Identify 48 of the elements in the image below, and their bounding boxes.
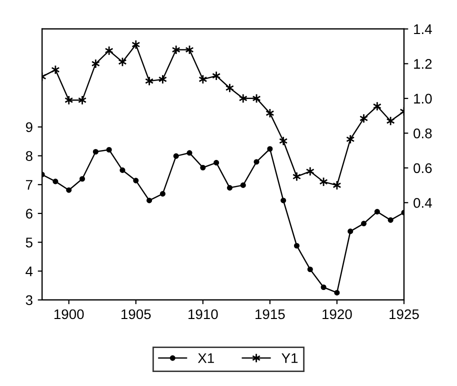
point	[200, 164, 206, 170]
point	[307, 266, 313, 272]
point	[294, 242, 300, 249]
point	[79, 176, 86, 182]
point	[106, 146, 112, 153]
point	[348, 228, 354, 234]
point	[226, 185, 232, 191]
point	[120, 167, 126, 173]
x-tick-label: 1925	[390, 309, 419, 320]
point	[186, 150, 192, 156]
y2-tick-label: 1.4	[414, 24, 432, 34]
point	[173, 153, 179, 159]
y-tick-label: 9	[26, 122, 32, 132]
y2-tick-label: 0.6	[414, 163, 432, 174]
point	[280, 198, 286, 204]
point	[240, 182, 246, 188]
point	[320, 284, 326, 290]
point	[374, 208, 380, 214]
point	[388, 217, 394, 223]
point	[172, 44, 180, 55]
point	[133, 178, 139, 184]
y-tick-label: 8	[26, 151, 32, 161]
point	[52, 178, 58, 184]
x-tick-label: 1910	[188, 309, 218, 320]
y-tick-label: 4	[26, 266, 33, 276]
y2-tick-label: 0.8	[414, 128, 432, 138]
x-tick-label: 1900	[54, 309, 84, 320]
y2-tick-label: 0.4	[414, 198, 432, 208]
point	[160, 191, 166, 197]
point	[66, 187, 72, 193]
point	[360, 220, 367, 226]
point	[92, 148, 98, 155]
legend-label: Y1	[282, 353, 298, 363]
y-tick-label: 7	[26, 180, 32, 190]
x-tick-label: 1905	[121, 309, 151, 320]
point	[214, 160, 220, 166]
point	[334, 290, 340, 296]
x-tick-label: 1915	[256, 309, 285, 320]
y-tick-label: 3	[26, 295, 32, 306]
x-tick-label: 1920	[322, 309, 352, 320]
y2-tick-label: 1.2	[414, 59, 432, 69]
point	[267, 146, 273, 152]
y-tick-label: 6	[26, 208, 32, 219]
legend-label: X1	[198, 353, 214, 363]
point	[254, 159, 260, 165]
y2-tick-label: 1.0	[414, 94, 432, 104]
point	[146, 198, 152, 204]
y-tick-label: 5	[26, 238, 32, 248]
